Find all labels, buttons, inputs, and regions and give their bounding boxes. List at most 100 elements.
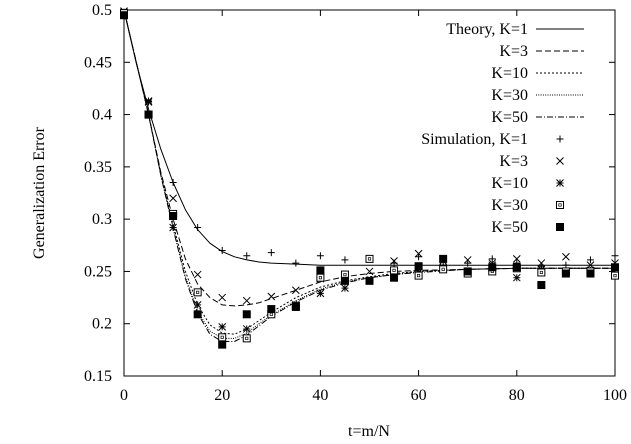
sim-point-5 (365, 276, 374, 285)
sim-point-5 (586, 269, 595, 278)
marker-square-inner (269, 312, 273, 316)
legend-label: K=30 (491, 197, 528, 214)
sim-point-1 (267, 249, 275, 257)
sim-point-4 (218, 333, 227, 342)
sim-point-5 (267, 305, 276, 314)
marker-square-inner (539, 270, 543, 275)
y-tick-label: 0.4 (92, 107, 112, 124)
marker-square-inner (367, 257, 372, 261)
marker-square-inner (196, 290, 200, 294)
marker-square-inner (613, 274, 617, 278)
sim-point-5 (414, 262, 423, 271)
x-tick-label: 80 (509, 387, 525, 404)
sim-point-4 (414, 271, 423, 280)
sim-point-4 (316, 273, 325, 282)
sim-point-1 (464, 259, 472, 267)
marker-square-inner (343, 273, 347, 277)
sim-point-1 (243, 252, 251, 260)
sim-point-1 (586, 256, 594, 264)
y-tick-label: 0.5 (92, 2, 112, 19)
x-axis-title: t=m/N (348, 423, 390, 440)
legend-marker-sample (556, 135, 564, 143)
sim-point-4 (611, 271, 619, 280)
y-tick-label: 0.15 (84, 368, 112, 385)
sim-point-2 (414, 249, 423, 258)
y-tick-label: 0.35 (84, 159, 112, 176)
sim-point-5 (439, 254, 448, 263)
sim-point-5 (144, 110, 153, 119)
sim-point-4 (537, 268, 546, 277)
sim-point-5 (169, 212, 178, 221)
marker-square-outer (390, 266, 399, 275)
sim-point-5 (390, 273, 399, 282)
sim-point-3 (144, 98, 153, 106)
marker-square-outer (439, 265, 448, 274)
sim-point-3 (341, 284, 349, 293)
sim-point-1 (292, 259, 300, 267)
theory-line-4 (123, 9, 615, 339)
legend-label: K=50 (491, 109, 528, 126)
x-tick-label: 100 (603, 387, 627, 404)
theory-line-5 (123, 9, 615, 342)
marker-square-outer (556, 201, 564, 209)
plot-frame (123, 9, 616, 377)
sim-point-3 (512, 273, 521, 282)
simulation-points (120, 7, 619, 349)
sim-point-5 (316, 266, 325, 275)
sim-point-5 (120, 11, 128, 20)
legend-label: K=10 (491, 65, 528, 82)
axis-ticks: 0 20 40 60 80 100 0.15 0.2 0.25 0.3 0.35 0.4 0.45 0.5 (84, 2, 627, 404)
y-tick-label: 0.3 (92, 211, 112, 228)
sim-point-5 (488, 263, 497, 272)
x-tick-label: 0 (120, 387, 128, 404)
sim-point-2 (512, 255, 521, 263)
sim-point-5 (242, 310, 251, 319)
sim-point-4 (242, 334, 251, 343)
x-tick-label: 60 (411, 387, 427, 404)
marker-square-outer (242, 334, 251, 343)
sim-point-2 (267, 292, 276, 301)
sim-point-5 (193, 310, 202, 319)
marker-square-outer (193, 288, 202, 297)
sim-point-1 (488, 255, 496, 263)
sim-point-4 (193, 288, 202, 297)
sim-point-1 (415, 253, 423, 261)
sim-point-3 (218, 322, 227, 331)
theory-line-3 (123, 9, 615, 335)
marker-square-outer (414, 271, 423, 280)
sim-point-5 (218, 340, 227, 349)
sim-point-5 (561, 269, 570, 278)
legend-label: Simulation, K=1 (421, 131, 528, 148)
sim-point-4 (365, 254, 374, 263)
sim-point-2 (193, 270, 202, 279)
sim-point-2 (169, 194, 177, 203)
sim-point-3 (193, 301, 202, 309)
y-tick-label: 0.45 (84, 54, 112, 71)
sim-point-1 (218, 247, 226, 255)
marker-square-inner (417, 274, 421, 278)
legend: Theory, K=1 K=3 K=10 K=30 K=50 Simulation, K=… (421, 21, 584, 236)
sim-point-2 (291, 286, 300, 295)
marker-square-outer (537, 268, 546, 277)
sim-point-1 (194, 224, 202, 232)
sim-point-5 (291, 302, 300, 311)
sim-point-2 (537, 259, 546, 267)
sim-point-1 (341, 256, 349, 264)
marker-square-inner (558, 203, 562, 207)
sim-point-4 (390, 266, 399, 275)
sim-point-1 (169, 179, 177, 187)
marker-square-inner (318, 276, 322, 280)
sim-point-5 (512, 263, 521, 272)
sim-point-2 (390, 257, 398, 265)
sim-point-2 (365, 267, 374, 276)
legend-marker-sample (556, 201, 564, 209)
x-tick-label: 20 (214, 387, 230, 404)
legend-marker-sample (556, 223, 564, 231)
sim-point-4 (439, 265, 448, 274)
marker-square-outer (218, 333, 227, 342)
marker-square-inner (392, 268, 396, 272)
sim-point-2 (463, 256, 472, 264)
legend-label: K=10 (491, 175, 528, 192)
sim-point-5 (537, 281, 546, 290)
